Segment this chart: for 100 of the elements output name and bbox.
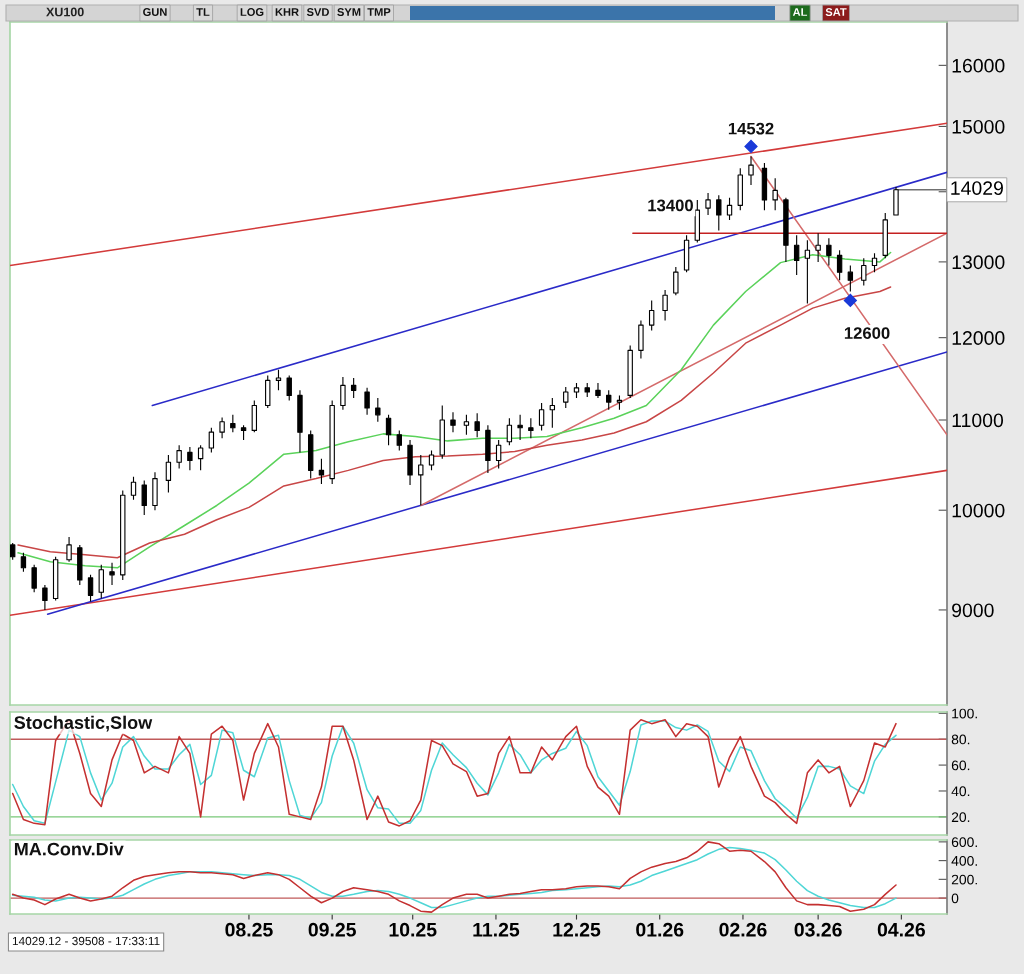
candlestick <box>893 186 899 216</box>
candlestick <box>815 232 821 263</box>
x-tick-label: 10.25 <box>389 922 437 937</box>
candlestick <box>120 489 126 581</box>
candlestick <box>385 414 392 446</box>
text: LOG <box>240 8 264 16</box>
x-tick-label: 12.25 <box>553 922 601 937</box>
candlestick <box>439 404 445 460</box>
candlestick <box>638 319 644 359</box>
candlestick <box>882 212 888 259</box>
candlestick <box>737 167 743 211</box>
annotation: 12600 <box>844 327 890 339</box>
candlestick <box>761 162 768 211</box>
candlestick <box>517 414 523 441</box>
chart-title: Stochastic,Slow <box>14 715 153 732</box>
candlestick <box>573 382 580 399</box>
candlestick <box>450 411 456 433</box>
y-tick-label: 600. <box>951 837 977 848</box>
candlestick <box>42 584 48 611</box>
candlestick <box>871 252 878 273</box>
candlestick <box>350 377 357 399</box>
text: KHR <box>275 8 299 16</box>
y-tick-label: 400. <box>951 855 977 866</box>
candlestick <box>31 564 37 593</box>
candlestick <box>176 444 182 470</box>
y-tick-label: 80. <box>951 734 970 745</box>
x-tick-label: 02.26 <box>719 922 767 937</box>
candlestick <box>616 394 623 411</box>
candlestick <box>648 299 655 332</box>
text: SAT <box>825 8 847 16</box>
candlestick <box>318 458 325 485</box>
x-tick-label: 03.26 <box>794 922 842 937</box>
candlestick <box>375 397 381 423</box>
candlestick <box>673 266 679 296</box>
candlestick <box>340 376 346 411</box>
x-tick-label: 04.26 <box>877 922 925 937</box>
candlestick <box>329 399 335 485</box>
candlestick <box>10 542 16 561</box>
candlestick <box>396 429 403 452</box>
y-tick-label: 13000 <box>952 255 1005 270</box>
y-tick-label: 0 <box>951 893 959 904</box>
candlestick <box>804 239 811 305</box>
candlestick <box>474 412 480 438</box>
candlestick <box>538 402 545 431</box>
candlestick <box>208 427 215 453</box>
candlestick <box>506 417 513 446</box>
candlestick <box>275 369 282 391</box>
candlestick <box>428 450 435 471</box>
candlestick <box>52 556 59 602</box>
candlestick <box>251 399 258 433</box>
y-tick-label: 20. <box>951 812 970 823</box>
candlestick <box>716 194 722 231</box>
candlestick <box>485 424 491 474</box>
candlestick <box>286 374 292 401</box>
y-tick-label: 40. <box>951 786 970 797</box>
x-tick-label: 01.26 <box>636 922 684 937</box>
candlestick <box>662 289 668 322</box>
annotation: 14532 <box>728 122 774 135</box>
candlestick <box>847 264 854 293</box>
candlestick <box>165 454 172 493</box>
candlestick <box>130 476 137 501</box>
candlestick <box>495 439 502 470</box>
text: SVD <box>306 8 329 16</box>
x-tick-label: 09.25 <box>308 922 356 937</box>
candlestick <box>265 374 271 409</box>
chart-title: XU100 <box>46 7 84 17</box>
y-tick-label: 10000 <box>952 503 1005 518</box>
y-tick-label: 9000 <box>952 603 994 618</box>
candlestick <box>772 177 778 211</box>
candlestick <box>793 234 800 276</box>
candlestick <box>683 234 690 273</box>
candlestick <box>407 439 413 486</box>
candlestick <box>152 471 158 511</box>
candlestick <box>109 562 115 586</box>
candlestick <box>627 345 633 399</box>
candlestick <box>549 397 556 429</box>
candlestick <box>528 417 534 439</box>
candlestick <box>836 249 843 281</box>
text: TL <box>196 8 210 16</box>
candlestick <box>98 564 104 599</box>
candlestick <box>187 446 193 471</box>
text: 14029.12 - 39508 - 17:33:11 <box>12 936 160 946</box>
y-tick-label: 200. <box>951 874 977 885</box>
candlestick <box>77 544 83 586</box>
y-tick-label: 60. <box>951 760 970 771</box>
candlestick <box>783 197 789 263</box>
candlestick <box>826 237 832 267</box>
candlestick <box>87 574 94 603</box>
candlestick <box>584 382 590 398</box>
candlestick <box>297 389 303 453</box>
annotation: 14029 <box>951 181 1003 196</box>
candlestick <box>219 416 225 439</box>
y-tick-label: 12000 <box>952 331 1005 345</box>
candlestick <box>595 382 601 399</box>
candlestick <box>240 424 247 441</box>
candlestick <box>606 389 612 411</box>
y-tick-label: 15000 <box>952 119 1005 134</box>
y-tick-label: 11000 <box>952 413 1004 428</box>
candlestick <box>230 414 236 433</box>
text: AL <box>792 8 808 16</box>
